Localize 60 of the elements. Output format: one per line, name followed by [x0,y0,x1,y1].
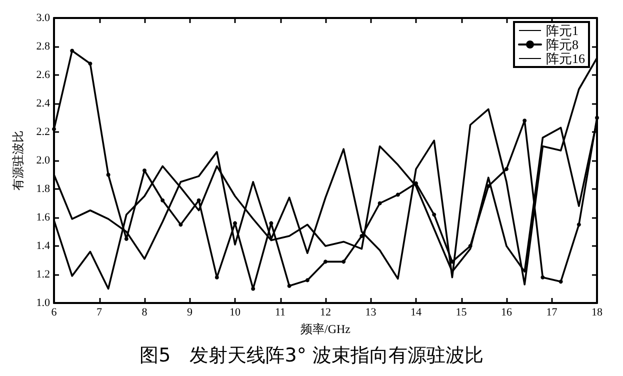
point [178,222,183,227]
point [522,118,527,123]
point [70,48,74,53]
legend-label: 阵元16 [546,51,586,66]
point [269,221,274,226]
x-tick-label: 13 [365,306,377,318]
point [88,62,92,66]
point [414,181,418,186]
point [124,236,128,241]
y-tick-label: 1.2 [36,268,50,280]
point [540,275,545,280]
point [196,198,201,202]
point [52,127,56,132]
y-tick-label: 2.0 [36,154,50,166]
x-tick-label: 7 [96,306,102,318]
x-tick-label: 8 [142,306,148,318]
y-tick-label: 3.0 [36,12,50,24]
point [342,260,346,264]
y-tick-label: 1.4 [36,240,50,252]
y-tick-label: 2.4 [36,98,50,110]
point [233,221,237,226]
point [595,116,599,120]
point [142,168,146,172]
x-tick-label: 14 [410,306,422,318]
x-tick-label: 16 [501,306,512,318]
point [396,192,400,197]
point [432,212,436,217]
point [360,234,364,238]
point [160,198,165,202]
x-tick-label: 6 [51,306,58,318]
point [324,260,328,264]
x-tick-label: 11 [274,306,286,318]
y-tick-label: 1.8 [36,183,50,195]
y-tick-label: 1.6 [36,212,50,224]
text: 图5 发射天线阵3° 波束指向有源驻波比 [140,344,484,366]
legend-label: 阵元8 [546,37,578,52]
point [576,222,581,227]
point [378,201,382,206]
point [214,275,219,280]
point [558,280,563,284]
x-tick-label: 9 [187,306,193,318]
point [305,278,310,282]
legend-label: 阵元1 [546,23,578,38]
point [504,167,508,172]
x-tick-label: 10 [230,306,241,318]
x-tick-label: 12 [320,306,331,318]
point [287,284,292,288]
point [486,184,490,188]
point [106,172,110,177]
y-axis-title: 有源驻波比 [11,130,25,190]
x-tick-label: 15 [456,306,468,318]
x-tick-label: 17 [546,306,558,318]
x-tick-label: 18 [592,306,603,318]
point [251,286,256,291]
y-tick-label: 2.6 [36,69,50,81]
point [468,244,472,248]
y-tick-label: 2.8 [36,40,50,52]
x-axis-title: 频率/GHz [300,322,350,336]
y-tick-label: 1.0 [36,297,50,309]
y-tick-label: 2.2 [36,126,50,138]
